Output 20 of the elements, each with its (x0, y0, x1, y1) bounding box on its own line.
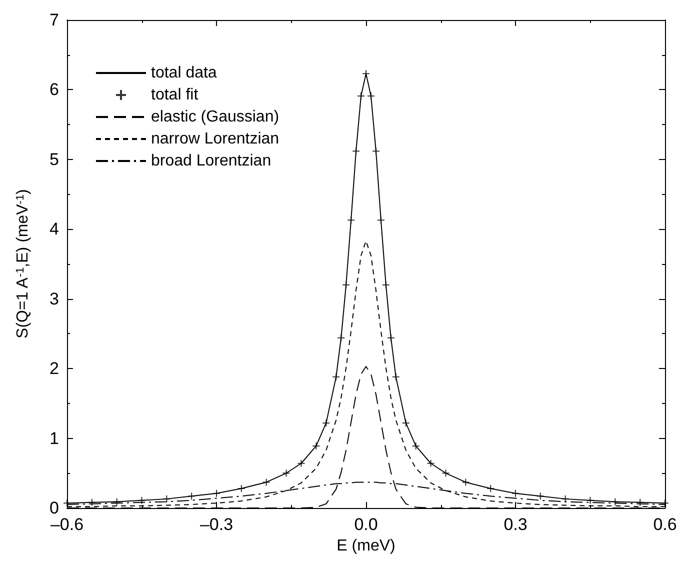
x-tick-label: 0.6 (653, 515, 677, 534)
legend-label: narrow Lorentzian (151, 130, 280, 148)
y-tick-label: 1 (50, 428, 59, 448)
legend-label: broad Lorentzian (151, 152, 272, 170)
y-tick-label: 2 (50, 359, 59, 378)
x-tick-label: –0.6 (50, 515, 84, 534)
x-tick-label: 0.3 (504, 515, 528, 534)
legend-label: total fit (151, 86, 199, 104)
x-tick-label: 0.0 (354, 515, 378, 534)
x-axis-title: E (meV) (336, 538, 396, 554)
y-tick-label: 7 (50, 10, 59, 30)
x-tick-label: –0.3 (200, 515, 234, 534)
legend-label: elastic (Gaussian) (151, 108, 280, 126)
y-tick-label: 4 (50, 220, 59, 239)
y-axis-title: S(Q=1 A-1,E) (meV-1) (14, 189, 32, 338)
legend-label: total data (151, 64, 217, 82)
y-tick-label: 6 (50, 80, 59, 100)
y-tick-label: 0 (50, 498, 59, 518)
y-tick-label: 5 (50, 150, 59, 169)
y-tick-label: 3 (50, 289, 59, 308)
